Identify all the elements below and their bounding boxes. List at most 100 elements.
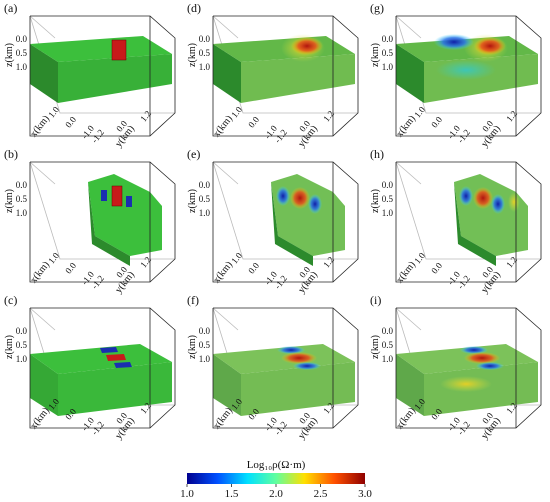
z-axis-label: z(km)	[187, 43, 198, 67]
z-tick-label: 1.0	[382, 208, 394, 218]
z-tick-label: 0.0	[16, 34, 28, 44]
colorbar-ramp	[187, 473, 365, 484]
x-tick-label: 1.0	[46, 250, 61, 265]
colorbar-tick-label: 3.0	[358, 488, 372, 500]
x-tick-label: 1.0	[46, 104, 61, 119]
anomaly-conductor-bottom	[114, 362, 132, 368]
panel-letter: (g)	[370, 1, 384, 15]
z-tick-label: 0.5	[382, 48, 394, 58]
anomaly-blue-left	[459, 186, 473, 206]
block-side	[30, 44, 58, 103]
z-tick-label: 1.0	[16, 62, 28, 72]
panel-h: (h)z(km)0.00.51.0x(km)1.00.0-1.0-1.20.01…	[370, 147, 542, 295]
z-tick-label: 1.0	[16, 354, 28, 364]
box-back-edges	[395, 161, 541, 260]
block-top	[30, 344, 172, 374]
panel-b: (b)z(km)0.00.51.0x(km)1.00.0-1.0-1.20.01…	[4, 147, 176, 295]
box-back-edges	[29, 161, 175, 260]
block-front	[58, 54, 172, 103]
panel-letter: (i)	[370, 293, 381, 307]
panel-letter: (a)	[4, 1, 17, 15]
block-side	[396, 44, 424, 103]
x-tick-label: 1.0	[229, 250, 244, 265]
panel-e: (e)z(km)0.00.51.0x(km)1.00.0-1.0-1.20.01…	[187, 147, 359, 295]
anomaly-blue-left	[276, 186, 290, 206]
anomaly-resistor	[106, 354, 126, 361]
block-front	[241, 362, 355, 416]
z-tick-label: 0.0	[199, 34, 211, 44]
panel-a: (a)z(km)0.00.51.0x(km)1.00.0-1.0-1.20.01…	[4, 1, 176, 149]
block-front	[241, 54, 355, 103]
box-back-edge	[29, 15, 56, 39]
colorbar-ticks: 1.0 1.5 2.0 2.5 3.0	[180, 484, 372, 500]
anomaly-resistor	[111, 39, 127, 61]
z-tick-label: 0.5	[16, 48, 28, 58]
z-axis-label: z(km)	[370, 189, 381, 213]
colorbar-tick-label: 2.0	[269, 488, 283, 500]
x-axis-label: x(km)	[28, 259, 52, 285]
anomaly-red	[473, 187, 493, 209]
z-tick-label: 0.5	[382, 194, 394, 204]
colorbar-tick-label: 1.0	[180, 488, 194, 500]
z-axis-label: z(km)	[370, 335, 381, 359]
anomaly-blue-bottom	[476, 362, 504, 370]
z-tick-label: 0.0	[382, 326, 394, 336]
block-side	[30, 354, 58, 416]
z-tick-label: 0.0	[382, 180, 394, 190]
panel-i: (i)z(km)0.00.51.0x(km)1.00.0-1.0-1.20.01…	[370, 293, 542, 441]
panel-grid: (a)z(km)0.00.51.0x(km)1.00.0-1.0-1.20.01…	[4, 1, 542, 441]
panel-c: (c)z(km)0.00.51.0x(km)1.00.0-1.0-1.20.01…	[4, 293, 176, 441]
z-axis-label: z(km)	[187, 335, 198, 359]
box-back-edge	[395, 307, 422, 331]
box-back-edges	[212, 161, 358, 260]
x-axis-label: x(km)	[28, 113, 52, 139]
y-tick-label: 1.2	[321, 109, 336, 124]
block-top	[30, 36, 172, 62]
z-tick-label: 1.0	[382, 62, 394, 72]
anomaly-blue	[434, 34, 474, 50]
z-tick-label: 1.0	[382, 354, 394, 364]
y-tick-label: 1.2	[321, 255, 336, 270]
z-axis-label: z(km)	[4, 335, 15, 359]
z-tick-label: 1.0	[199, 208, 211, 218]
z-tick-label: 0.0	[199, 180, 211, 190]
anomaly-resistor	[111, 185, 123, 207]
z-tick-label: 0.0	[16, 180, 28, 190]
box-back-edge	[29, 307, 56, 331]
z-tick-label: 0.0	[199, 326, 211, 336]
z-tick-label: 0.0	[382, 34, 394, 44]
x-tick-label: 1.0	[412, 250, 427, 265]
x-tick-label: 0.0	[429, 260, 444, 275]
box-back-edge	[395, 15, 422, 39]
anomaly-red	[464, 352, 500, 364]
panel-g: (g)z(km)0.00.51.0x(km)1.00.0-1.0-1.20.01…	[370, 1, 542, 149]
block-side	[213, 354, 241, 416]
box-back-edge	[29, 161, 56, 185]
block-side	[88, 182, 130, 266]
anomaly-blue-right	[308, 194, 322, 214]
z-axis-label: z(km)	[4, 43, 15, 67]
anomaly-blue-top	[277, 346, 305, 354]
anomaly-red	[291, 37, 323, 55]
z-tick-label: 1.0	[199, 354, 211, 364]
x-axis-label: x(km)	[211, 259, 235, 285]
x-tick-label: 0.0	[63, 260, 78, 275]
panel-letter: (d)	[187, 1, 201, 15]
anomaly-conductor-right	[126, 196, 132, 207]
y-tick-label: 1.2	[138, 255, 153, 270]
box-back-edge	[212, 15, 239, 39]
block-side	[213, 44, 241, 103]
z-tick-label: 0.5	[199, 340, 211, 350]
y-tick-label: 1.2	[504, 255, 519, 270]
block-side	[396, 354, 424, 416]
z-tick-label: 0.5	[16, 194, 28, 204]
z-axis-label: z(km)	[187, 189, 198, 213]
anomaly-red	[281, 352, 317, 364]
panel-f: (f)z(km)0.00.51.0x(km)1.00.0-1.0-1.20.01…	[187, 293, 359, 441]
z-tick-label: 0.0	[16, 326, 28, 336]
z-axis-label: z(km)	[370, 43, 381, 67]
halo	[440, 376, 492, 392]
panel-letter: (f)	[187, 293, 199, 307]
anomaly-blue-top	[460, 346, 488, 354]
